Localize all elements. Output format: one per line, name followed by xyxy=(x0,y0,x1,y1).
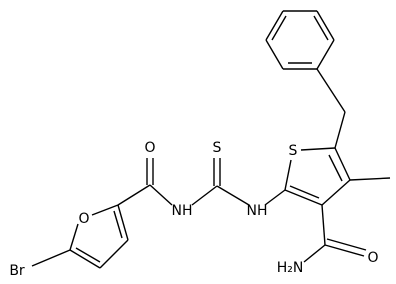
bonds xyxy=(31,10,391,269)
atom-label: S xyxy=(213,140,222,156)
atom-label: O xyxy=(367,250,378,266)
atom-label: Br xyxy=(9,263,25,279)
atom-label: O xyxy=(144,140,155,156)
atom-label: H₂N xyxy=(277,260,304,276)
atom-label: NH xyxy=(247,203,268,219)
atom-label: S xyxy=(289,143,298,159)
atom-label: O xyxy=(78,211,89,227)
atom-label: NH xyxy=(172,203,193,219)
